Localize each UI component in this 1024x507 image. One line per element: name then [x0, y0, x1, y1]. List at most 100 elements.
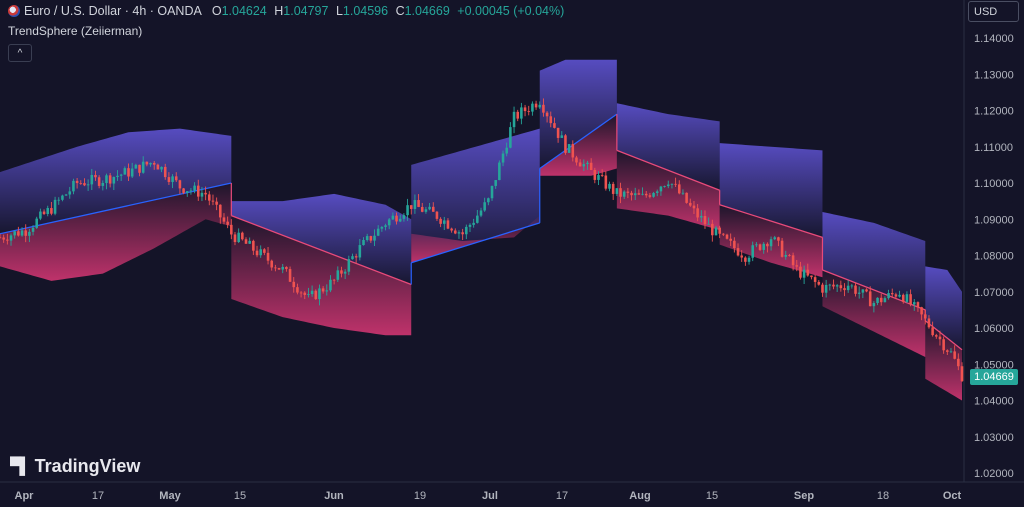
- candle-body: [872, 303, 876, 307]
- price-tick-label: 1.05000: [974, 359, 1014, 371]
- candle-body: [857, 292, 861, 294]
- candle-body: [689, 202, 692, 206]
- currency-button[interactable]: USD: [968, 1, 1019, 22]
- candle-body: [222, 217, 226, 222]
- tradingview-logo-icon: ▀▌: [10, 457, 31, 475]
- candle-body: [677, 184, 681, 194]
- candle-body: [376, 228, 380, 236]
- candle-body: [391, 215, 395, 220]
- current-price-label: 1.04669: [970, 369, 1018, 385]
- candle-body: [490, 185, 494, 199]
- candle-body: [321, 288, 325, 292]
- candle-body: [42, 211, 46, 214]
- candle-body: [0, 237, 2, 239]
- candle-body: [806, 269, 810, 276]
- candle-body: [560, 135, 564, 138]
- price-tick-label: 1.09000: [974, 214, 1014, 226]
- candle-body: [758, 244, 762, 250]
- candle-body: [538, 104, 542, 108]
- symbol-title[interactable]: Euro / U.S. Dollar · 4h · OANDA: [24, 4, 202, 18]
- candle-body: [670, 183, 674, 185]
- candle-body: [189, 190, 193, 192]
- trend-segment: [411, 222, 540, 264]
- candle-body: [465, 226, 468, 235]
- candle-body: [270, 260, 273, 268]
- candle-body: [233, 234, 237, 243]
- candle-body: [556, 127, 560, 138]
- candle-body: [703, 216, 707, 225]
- candle-body: [325, 290, 329, 292]
- candle-body: [398, 218, 402, 222]
- candle-body: [725, 234, 729, 239]
- candle-body: [149, 162, 152, 165]
- low-value: 1.04596: [342, 4, 389, 18]
- candle-body: [57, 199, 61, 201]
- candle-body: [185, 191, 189, 193]
- time-tick-label: 18: [877, 490, 889, 502]
- candle-body: [329, 279, 332, 291]
- candle-body: [916, 302, 920, 308]
- candle-body: [810, 275, 813, 278]
- candle-body: [832, 284, 835, 287]
- time-tick-label: Aug: [629, 490, 650, 502]
- candle-body: [409, 205, 413, 209]
- candle-body: [714, 227, 718, 236]
- tradingview-logo[interactable]: ▀▌ TradingView: [10, 456, 140, 477]
- candle-body: [2, 237, 5, 240]
- candle-body: [589, 162, 593, 171]
- candle-body: [296, 287, 299, 293]
- candle-body: [821, 284, 824, 293]
- candle-body: [112, 177, 116, 184]
- candle-body: [935, 335, 938, 337]
- candle-body: [883, 298, 887, 303]
- candle-body: [733, 240, 736, 249]
- price-tick-label: 1.14000: [974, 33, 1014, 45]
- lower-band-area: [539, 114, 617, 176]
- candle-body: [575, 157, 578, 163]
- candle-body: [255, 250, 259, 256]
- candle-body: [957, 358, 960, 367]
- candle-body: [865, 289, 868, 292]
- candle-body: [949, 351, 953, 353]
- candle-body: [413, 200, 417, 209]
- candle-body: [167, 177, 171, 182]
- candle-body: [505, 147, 508, 154]
- candle-body: [230, 224, 233, 235]
- candle-body: [46, 208, 50, 214]
- candle-body: [395, 215, 398, 222]
- candle-body: [303, 292, 307, 295]
- candle-body: [652, 192, 655, 197]
- candle-body: [94, 174, 97, 178]
- candle-body: [912, 302, 916, 305]
- candle-body: [938, 336, 942, 340]
- candle-body: [420, 206, 424, 212]
- candle-body: [751, 245, 754, 258]
- candle-body: [208, 194, 211, 201]
- candle-body: [259, 249, 262, 256]
- candle-body: [501, 153, 505, 163]
- candle-body: [494, 180, 497, 186]
- candle-body: [648, 195, 652, 197]
- candle-body: [292, 281, 296, 288]
- candle-body: [619, 188, 622, 197]
- candle-body: [644, 193, 648, 196]
- candle-body: [766, 243, 769, 247]
- candle-body: [31, 227, 35, 232]
- candle-body: [901, 294, 905, 302]
- time-tick-label: 15: [234, 490, 246, 502]
- candle-body: [692, 205, 696, 209]
- candle-body: [28, 231, 31, 236]
- collapse-legend-button[interactable]: ^: [8, 44, 32, 62]
- upper-band-area: [925, 266, 962, 350]
- time-tick-label: Sep: [794, 490, 814, 502]
- indicator-name[interactable]: TrendSphere (Zeiierman): [8, 24, 143, 38]
- candle-body: [116, 175, 119, 178]
- candle-body: [248, 240, 251, 244]
- candle-body: [549, 116, 553, 124]
- candle-body: [773, 237, 777, 240]
- candle-body: [193, 185, 196, 191]
- candle-body: [571, 144, 575, 158]
- candle-body: [876, 297, 879, 304]
- candle-body: [854, 285, 857, 294]
